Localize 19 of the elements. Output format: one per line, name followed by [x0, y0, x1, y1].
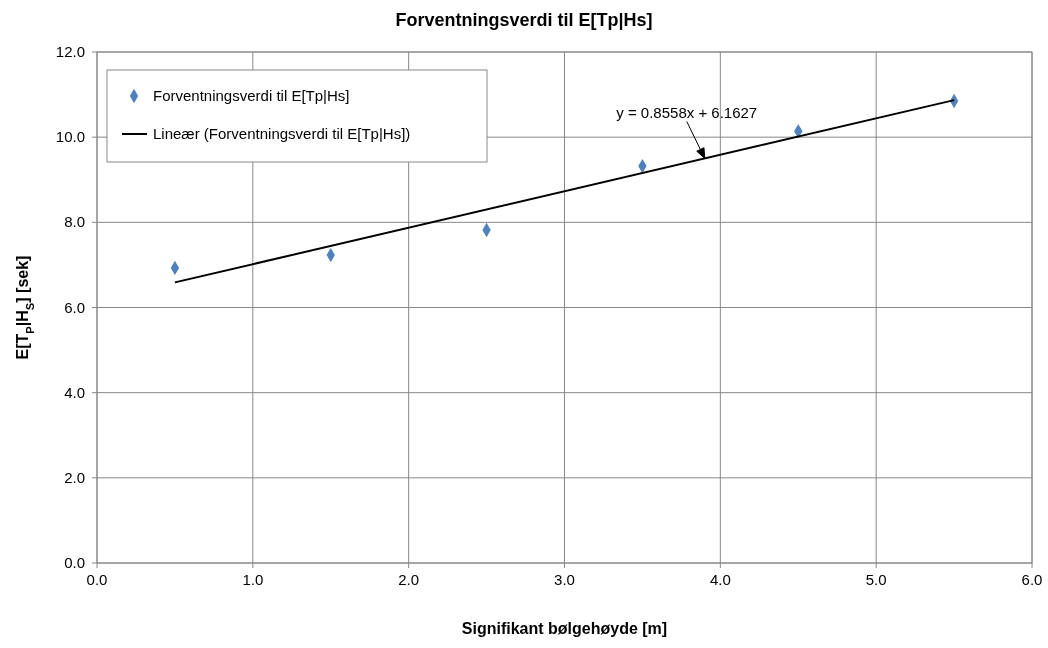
x-tick-label: 5.0	[865, 571, 887, 588]
x-tick-label: 2.0	[398, 571, 420, 588]
x-tick-label: 3.0	[554, 571, 575, 588]
y-tick-label: 0.0	[64, 554, 85, 571]
x-tick-label: 0.0	[86, 571, 108, 588]
y-tick-label: 2.0	[64, 468, 85, 486]
legend-label: Forventningsverdi til E[Tp|Hs]	[153, 87, 350, 104]
y-tick-label: 8.0	[64, 213, 85, 231]
y-tick-label: 12.0	[55, 43, 85, 60]
y-tick-label: 4.0	[64, 383, 85, 401]
x-axis-title: Signifikant bølgehøyde [m]	[461, 620, 668, 637]
annotation: y = 0.8558x + 6.1627	[616, 104, 758, 122]
chart-title: Forventningsverdi til E[Tp|Hs]	[395, 10, 653, 30]
x-tick-label: 6.0	[1021, 571, 1043, 588]
x-tick-label: 1.0	[242, 571, 264, 588]
x-tick-label: 4.0	[709, 571, 731, 588]
y-tick-label: 10.0	[55, 128, 85, 146]
legend-label: Lineær (Forventningsverdi til E[Tp|Hs])	[153, 125, 411, 142]
y-tick-label: 6.0	[64, 298, 85, 316]
